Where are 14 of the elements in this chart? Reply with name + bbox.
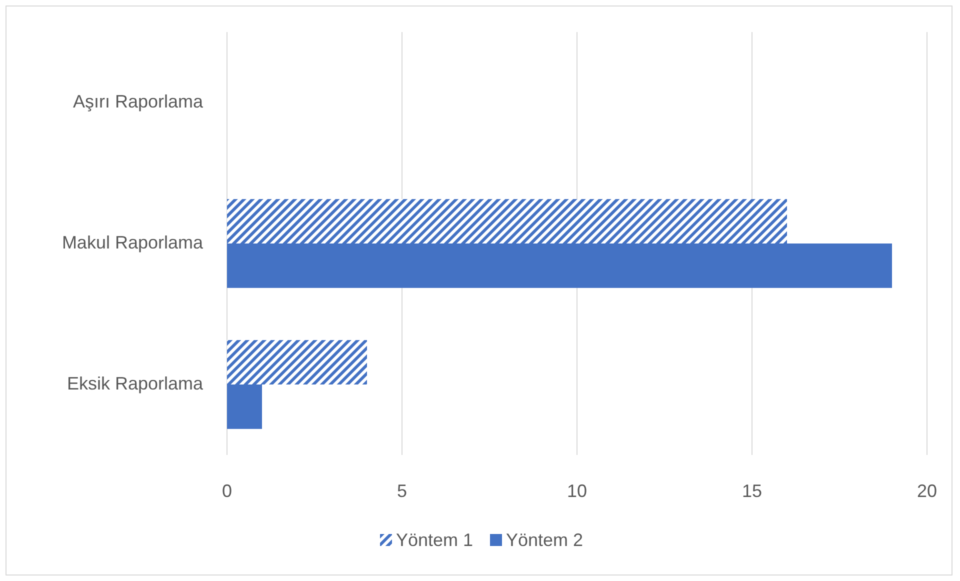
- x-tick-label: 5: [396, 481, 408, 501]
- x-tick-label: 15: [742, 481, 762, 501]
- bar: [227, 244, 892, 288]
- bar: [227, 384, 262, 429]
- x-tick-label: 10: [566, 481, 588, 501]
- legend-label: Yöntem 2: [506, 530, 584, 550]
- y-tick-label: Eksik Raporlama: [66, 373, 204, 394]
- y-tick-label: Aşırı Raporlama: [72, 91, 204, 112]
- bar: [227, 340, 367, 384]
- bar: [227, 199, 787, 244]
- y-tick-label: Makul Raporlama: [62, 232, 204, 252]
- x-tick-label: 0: [222, 481, 232, 501]
- legend-label: Yöntem 1: [396, 530, 474, 550]
- x-tick-label: 20: [916, 481, 938, 501]
